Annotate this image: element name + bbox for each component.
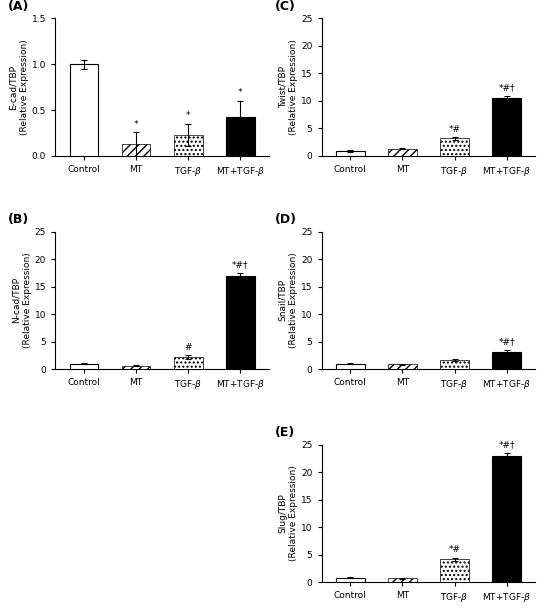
Bar [121, 365, 150, 369]
Text: *#†: *#† [498, 83, 515, 93]
Bar [336, 151, 364, 156]
Bar [440, 360, 469, 369]
Text: (B): (B) [8, 213, 29, 226]
Text: (E): (E) [274, 426, 295, 440]
Text: *: * [186, 112, 190, 120]
Bar [336, 364, 364, 369]
Bar [492, 97, 521, 156]
Bar [388, 364, 417, 369]
Bar [70, 364, 98, 369]
Y-axis label: Snail/TBP
(Relative Expression): Snail/TBP (Relative Expression) [278, 253, 298, 348]
Text: #: # [184, 343, 192, 352]
Bar [226, 276, 254, 369]
Bar [336, 577, 364, 582]
Y-axis label: N-cad/TBP
(Relative Expression): N-cad/TBP (Relative Expression) [12, 253, 32, 348]
Text: *#: *# [449, 545, 460, 554]
Text: *: * [238, 88, 243, 97]
Y-axis label: E-cad/TBP
(Relative Expression): E-cad/TBP (Relative Expression) [9, 39, 29, 135]
Bar [174, 357, 203, 369]
Text: (D): (D) [274, 213, 296, 226]
Text: *#†: *#† [232, 260, 248, 269]
Text: (A): (A) [8, 0, 29, 13]
Y-axis label: Slug/TBP
(Relative Expression): Slug/TBP (Relative Expression) [278, 466, 298, 562]
Bar [388, 578, 417, 582]
Bar [174, 135, 203, 156]
Bar [226, 118, 254, 156]
Text: (C): (C) [274, 0, 295, 13]
Bar [388, 149, 417, 156]
Text: *#†: *#† [498, 440, 515, 449]
Text: *#†: *#† [498, 337, 515, 346]
Bar [70, 64, 98, 156]
Bar [492, 456, 521, 582]
Y-axis label: Twist/TBP
(Relative Expression): Twist/TBP (Relative Expression) [278, 39, 298, 135]
Bar [492, 351, 521, 369]
Text: *#: *# [449, 124, 460, 134]
Text: *: * [134, 120, 139, 129]
Bar [121, 144, 150, 156]
Bar [440, 139, 469, 156]
Bar [440, 559, 469, 582]
